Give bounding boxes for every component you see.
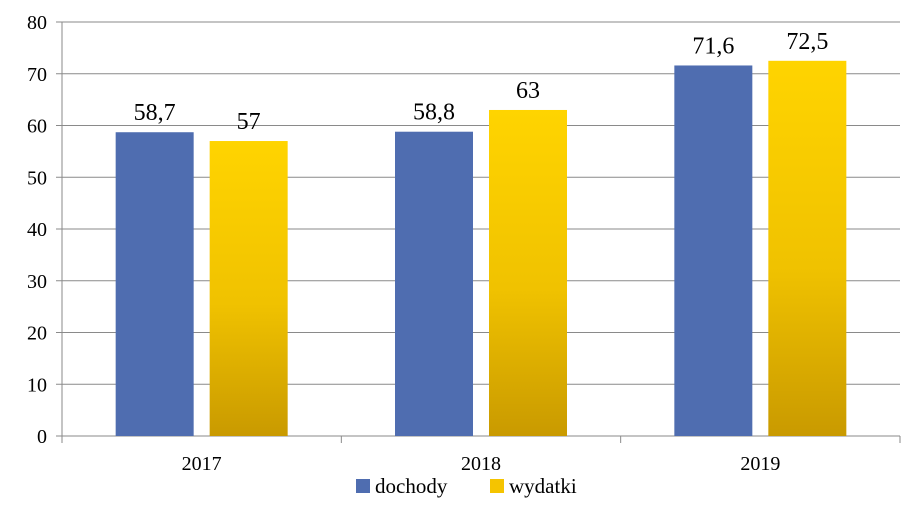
axes: 0 10 20 30 40 50 60 70 80 2017 2018 2019 [27,12,901,475]
bar-wydatki-2018 [489,109,567,436]
data-label-wydatki-2018: 63 [516,78,540,104]
y-tick-label: 10 [27,374,47,396]
data-label-dochody-2018: 58,8 [413,100,455,126]
bar-wydatki-2017 [209,141,288,436]
legend-label-wydatki: wydatki [509,474,577,498]
y-tick-label: 30 [27,271,47,293]
bar-wydatki-2019 [768,60,847,436]
y-tick-label: 50 [27,167,47,189]
y-tick-label: 60 [27,116,47,138]
data-label-wydatki-2017: 57 [237,109,261,135]
legend-swatch-wydatki [490,479,504,493]
data-label-dochody-2019: 71,6 [692,33,734,59]
legend-label-dochody: dochody [375,474,448,498]
gridlines [62,21,900,437]
x-tick-label-2019: 2019 [740,453,780,475]
legend-swatch-dochody [356,479,370,493]
bar-dochody-2018 [395,131,473,436]
y-tick-label: 70 [27,64,47,86]
data-labels: 58,7 58,8 71,6 57 63 72,5 [134,29,829,135]
data-label-dochody-2017: 58,7 [134,100,176,126]
bar-dochody-2019 [674,65,753,436]
bars [115,60,847,437]
bar-dochody-2017 [115,132,194,437]
y-tick-label: 0 [37,426,47,448]
y-tick-label: 40 [27,219,47,241]
data-label-wydatki-2019: 72,5 [786,29,828,55]
x-tick-label-2017: 2017 [182,453,222,475]
legend: dochody wydatki [356,474,577,498]
y-tick-label: 80 [27,12,47,34]
y-tick-label: 20 [27,323,47,345]
x-tick-label-2018: 2018 [461,453,501,475]
